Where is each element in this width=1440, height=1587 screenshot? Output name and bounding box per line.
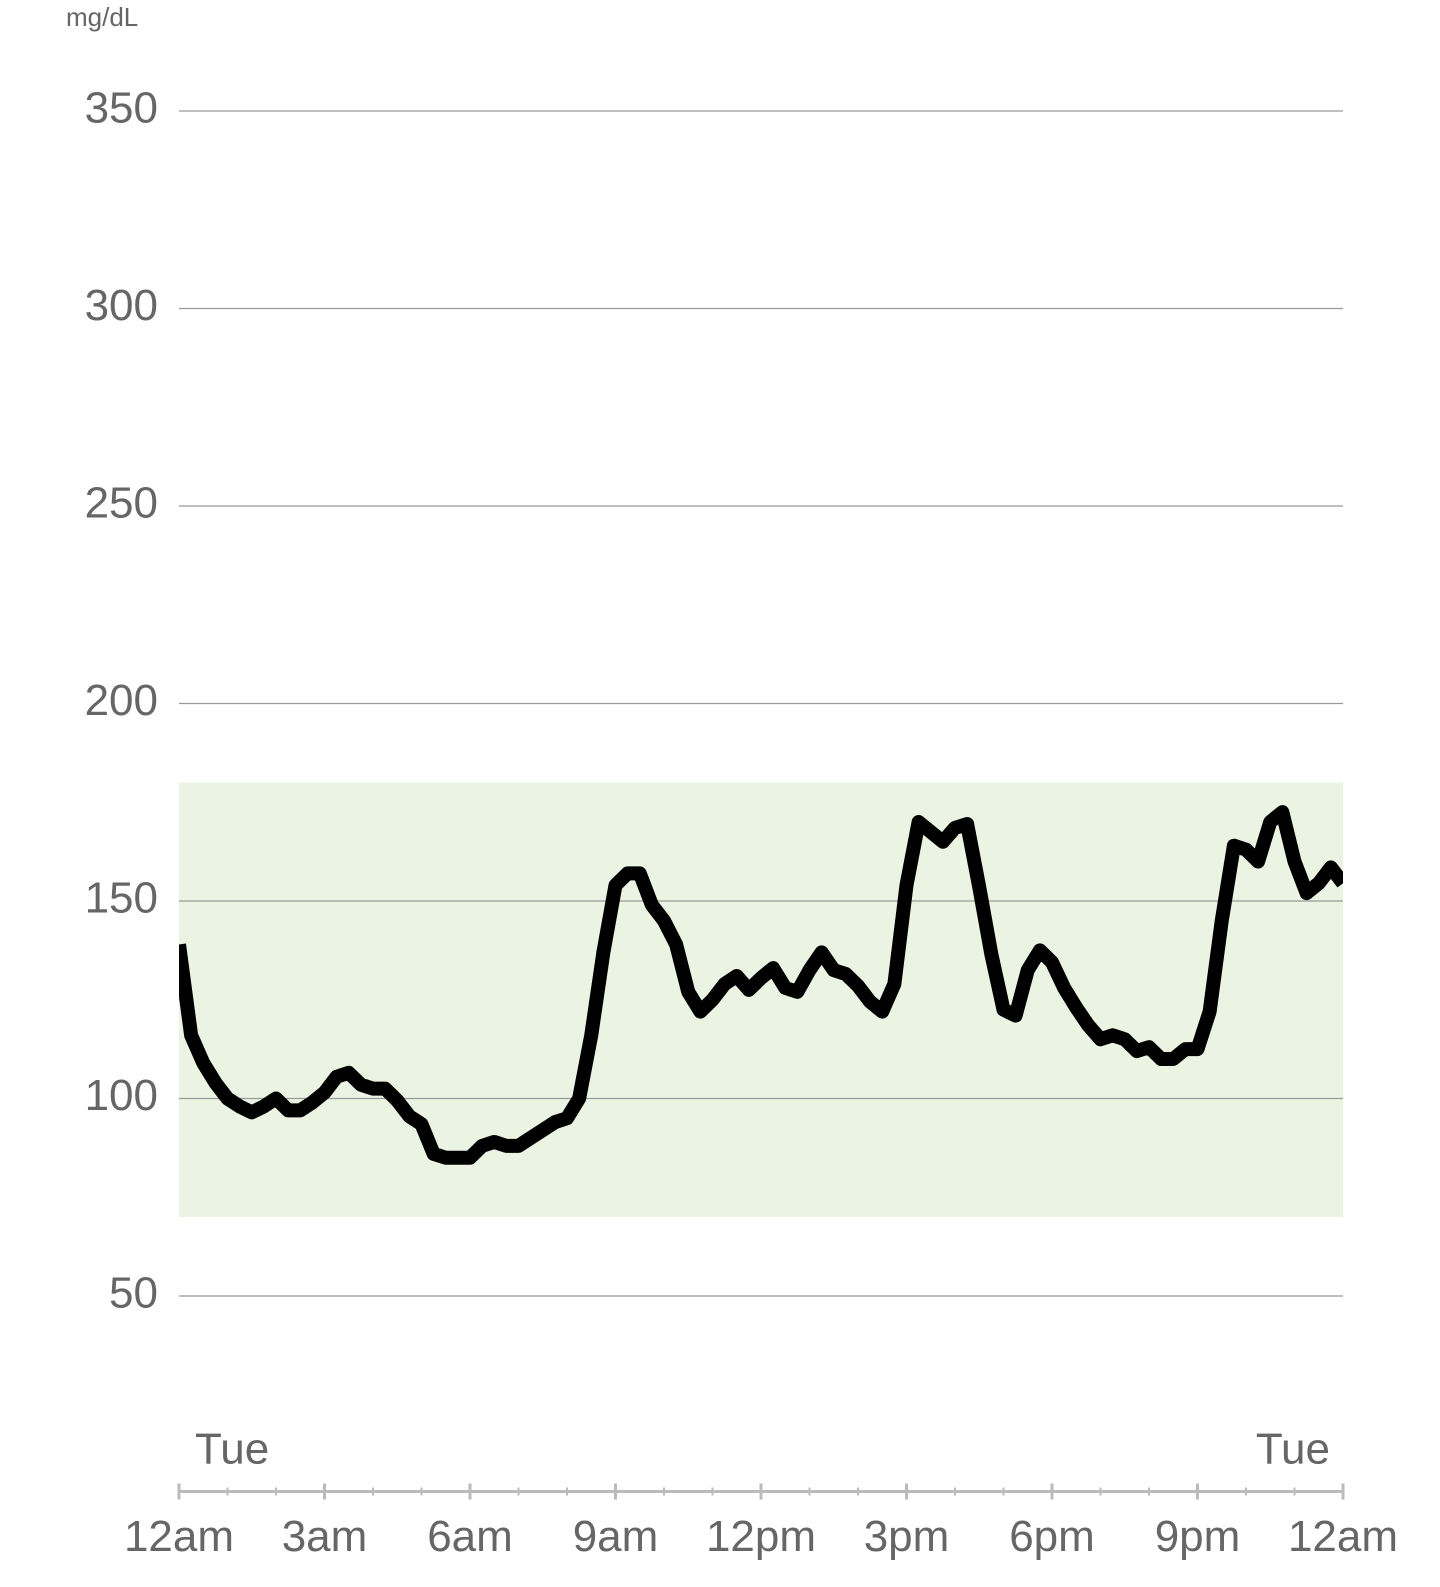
x-tick-label: 3pm: [864, 1512, 950, 1561]
y-unit: mg/dL: [66, 2, 138, 32]
glucose-line: [179, 805, 1343, 1165]
y-tick-label: 50: [109, 1269, 158, 1318]
day-label: Tue: [1256, 1425, 1330, 1474]
target-range: [179, 782, 1343, 1217]
x-tick-label: 12am: [1288, 1512, 1398, 1561]
day-label: Tue: [195, 1425, 269, 1474]
y-tick-label: 150: [85, 874, 158, 923]
y-tick-label: 200: [85, 676, 158, 725]
x-tick-label: 9pm: [1155, 1512, 1241, 1561]
x-tick-label: 12pm: [706, 1512, 816, 1561]
y-tick-label: 100: [85, 1071, 158, 1120]
x-tick-label: 6pm: [1009, 1512, 1095, 1561]
x-tick-label: 3am: [282, 1512, 368, 1561]
x-tick-label: 6am: [427, 1512, 513, 1561]
y-tick-label: 350: [85, 84, 158, 133]
x-tick-label: 12am: [124, 1512, 234, 1561]
y-tick-label: 300: [85, 281, 158, 330]
y-tick-label: 250: [85, 479, 158, 528]
x-tick-label: 9am: [573, 1512, 659, 1561]
